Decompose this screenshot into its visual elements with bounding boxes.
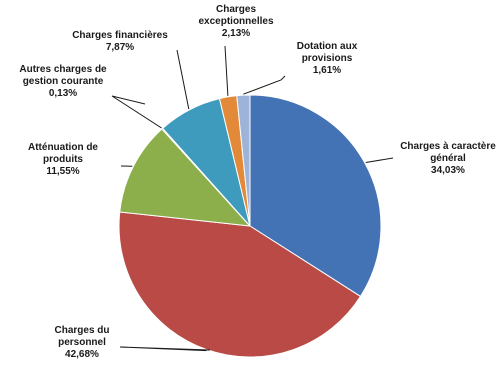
slice-percentage: 42,68% <box>65 349 99 360</box>
slice-name-line: Dotation aux <box>297 41 358 52</box>
slice-label-autres-charges-de-gestion-courante: Autres charges de gestion courante 0,13% <box>19 64 107 99</box>
leader-line-charges-exceptionnelles <box>224 45 229 96</box>
slice-label-charges-a-caractere-general: Charges à caractère général 34,03% <box>400 141 496 176</box>
leader-line-charges-financieres <box>176 49 190 110</box>
pie-slice-attenuation-de-produits <box>119 128 252 227</box>
leader-line-charges-du-personnel <box>119 346 211 352</box>
slice-name-line: Atténuation de <box>28 142 98 153</box>
slice-label-charges-exceptionnelles: Charges exceptionnelles 2,13% <box>198 4 273 39</box>
pie-slice-dotation-aux-provisions <box>236 94 251 227</box>
slice-percentage: 1,61% <box>313 65 341 76</box>
leader-lines <box>111 45 394 352</box>
slice-name-line: Autres charges de <box>19 64 107 75</box>
slice-name-line: exceptionnelles <box>198 16 273 27</box>
slice-label-charges-financieres: Charges financières 7,87% <box>72 30 168 53</box>
slice-percentage: 0,13% <box>49 88 77 99</box>
slice-percentage: 2,13% <box>222 28 250 39</box>
slice-label-attenuation-de-produits: Atténuation de produits 11,55% <box>28 142 98 177</box>
slice-label-charges-du-personnel: Charges du personnel 42,68% <box>54 325 109 360</box>
slice-name-line: Charges <box>216 4 256 15</box>
leader-line-dotation-aux-provisions <box>243 75 286 95</box>
slice-percentage: 11,55% <box>46 166 79 177</box>
slice-name-line: provisions <box>302 53 353 64</box>
slice-name-line: gestion courante <box>23 76 104 87</box>
slice-percentage: 7,87% <box>106 42 134 53</box>
slice-name-line: produits <box>43 154 83 165</box>
leader-line-autres-charges-de-gestion-courante <box>111 95 162 129</box>
slice-name-line: général <box>430 153 466 164</box>
slice-name-line: Charges financières <box>72 30 168 41</box>
leader-line-charges-a-caractere-general <box>365 157 394 163</box>
pie-slice-charges-a-caractere-general <box>249 94 382 298</box>
slice-label-dotation-aux-provisions: Dotation aux provisions 1,61% <box>297 41 358 76</box>
pie-slices <box>118 94 382 358</box>
slice-percentage: 34,03% <box>431 165 465 176</box>
slice-labels: Charges à caractère général 34,03%Charges … <box>19 4 496 360</box>
slice-name-line: Charges à caractère <box>400 141 496 152</box>
slice-name-line: personnel <box>58 337 106 348</box>
slice-name-line: Charges du <box>54 325 109 336</box>
